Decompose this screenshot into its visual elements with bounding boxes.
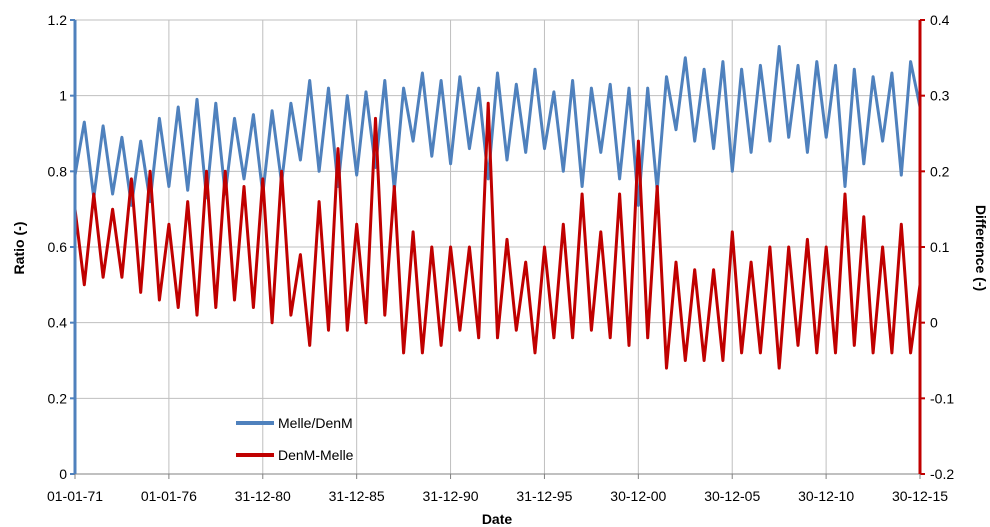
- series-layer: [73, 45, 922, 370]
- x-tick-label: 30-12-05: [704, 488, 760, 504]
- axes: [70, 19, 925, 479]
- legend: Melle/DenM DenM-Melle: [236, 415, 354, 463]
- right-y-tick-label: 0.4: [930, 12, 950, 28]
- x-tick-label: 31-12-95: [516, 488, 572, 504]
- x-tick-label: 31-12-85: [329, 488, 385, 504]
- right-y-tick-label: 0: [930, 315, 938, 331]
- x-tick-label: 30-12-00: [610, 488, 666, 504]
- x-tick-label: 30-12-15: [892, 488, 948, 504]
- left-y-tick-label: 1: [59, 88, 67, 104]
- left-y-tick-label: 0.8: [48, 163, 68, 179]
- x-tick-label: 31-12-90: [423, 488, 479, 504]
- tick-labels: 0 0.2 0.4 0.6 0.8 1 1.2 -0.2 -0.1 0 0.1 0.2 0.3 0.4 01…: [47, 12, 954, 504]
- legend-label-melle-denm: Melle/DenM: [278, 415, 353, 431]
- x-tick-label: 31-12-80: [235, 488, 291, 504]
- right-y-tick-label: -0.1: [930, 390, 954, 406]
- left-y-tick-label: 0.2: [48, 390, 68, 406]
- right-y-tick-label: 0.3: [930, 88, 950, 104]
- series-line-melle-denm: [73, 45, 922, 207]
- left-y-tick-label: 0.6: [48, 239, 68, 255]
- left-y-axis-title: Ratio (-): [11, 222, 27, 275]
- right-y-axis-title: Difference (-): [973, 205, 989, 291]
- x-tick-label: 01-01-76: [141, 488, 197, 504]
- x-tick-label: 01-01-71: [47, 488, 103, 504]
- legend-label-denm-melle: DenM-Melle: [278, 447, 354, 463]
- right-y-tick-label: 0.1: [930, 239, 950, 255]
- x-tick-label: 30-12-10: [798, 488, 854, 504]
- right-y-tick-label: 0.2: [930, 163, 950, 179]
- series-line-denm-melle: [73, 101, 922, 370]
- left-y-tick-label: 0.4: [48, 315, 68, 331]
- left-y-tick-label: 1.2: [48, 12, 68, 28]
- x-axis-title: Date: [482, 511, 513, 527]
- right-y-tick-label: -0.2: [930, 466, 954, 482]
- left-y-tick-label: 0: [59, 466, 67, 482]
